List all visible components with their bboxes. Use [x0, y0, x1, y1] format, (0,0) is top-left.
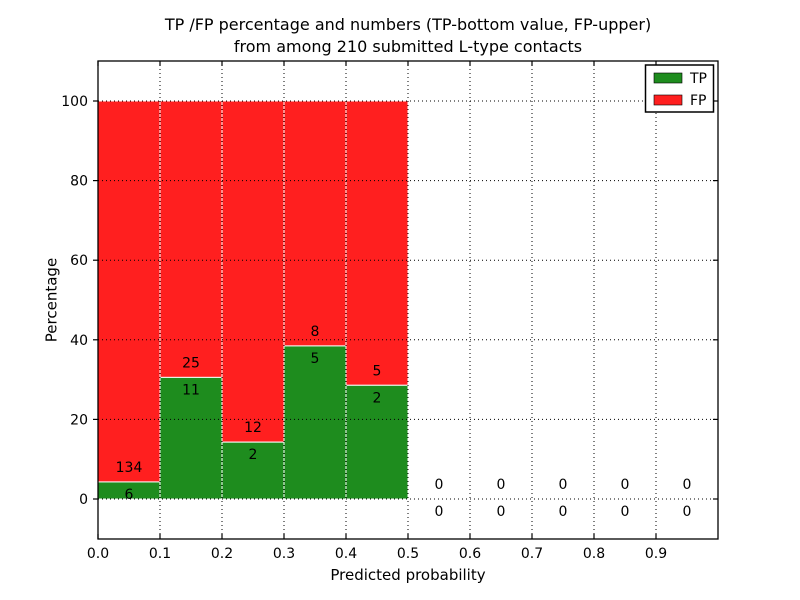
y-axis-label: Percentage: [43, 258, 61, 342]
legend: TP FP: [644, 64, 715, 113]
y-tick-label: 0: [79, 492, 88, 508]
x-tick-label: 0.7: [521, 546, 543, 562]
fp-count-label: 12: [244, 420, 262, 436]
fp-count-label: 8: [311, 324, 320, 340]
bar-value-labels-group: 134 6 25 11 12 2 8 5 5 2 0 0 0 0 0 0 0 0 0 0: [116, 324, 692, 520]
y-tick-label: 60: [70, 253, 88, 269]
grid-group: [98, 61, 718, 539]
legend-swatch-tp: [653, 72, 683, 84]
tp-count-label: 2: [373, 390, 382, 406]
x-tick-label: 0.5: [397, 546, 419, 562]
legend-swatch-fp: [653, 94, 683, 106]
fp-count-label: 0: [497, 477, 506, 493]
tp-count-label: 0: [683, 504, 692, 520]
chart-title-line1: TP /FP percentage and numbers (TP-bottom…: [164, 15, 651, 34]
x-tick-label: 0.2: [211, 546, 233, 562]
fp-count-label: 0: [559, 477, 568, 493]
bar-fp-segment: [97, 100, 161, 483]
bar-fp-segment: [221, 100, 285, 443]
y-tick-label: 100: [61, 94, 88, 110]
chart-title-line2: from among 210 submitted L-type contacts: [234, 37, 582, 56]
bar-fp-segment: [345, 100, 409, 386]
bar-tp-segment: [159, 376, 223, 500]
x-tick-label: 0.9: [645, 546, 667, 562]
tp-count-label: 11: [182, 382, 200, 398]
bar-tp-segment: [221, 441, 285, 500]
fp-count-label: 0: [621, 477, 630, 493]
fp-count-label: 0: [683, 477, 692, 493]
bars-group: [97, 100, 409, 500]
plot-area: 0.0 0.1 0.2 0.3 0.4 0.5 0.6 0.7 0.8 0.90204060801…: [61, 60, 719, 562]
tp-count-label: 6: [125, 487, 134, 503]
x-tick-label: 0.8: [583, 546, 605, 562]
legend-label-fp: FP: [690, 93, 707, 109]
x-tick-label: 0.0: [87, 546, 109, 562]
y-tick-label: 40: [70, 333, 88, 349]
x-tick-label: 0.1: [149, 546, 171, 562]
tp-count-label: 5: [311, 351, 320, 367]
tp-count-label: 0: [497, 504, 506, 520]
y-tick-label: 80: [70, 174, 88, 190]
plot-border: [97, 60, 719, 540]
tp-count-label: 2: [249, 447, 258, 463]
fp-count-label: 25: [182, 355, 200, 371]
bar-fp-segment: [159, 100, 223, 378]
bar-fp-segment: [283, 100, 347, 347]
legend-label-tp: TP: [689, 71, 707, 87]
x-axis-label: Predicted probability: [330, 566, 485, 584]
x-tick-label: 0.4: [335, 546, 357, 562]
x-tick-label: 0.6: [459, 546, 481, 562]
tp-count-label: 0: [559, 504, 568, 520]
tp-count-label: 0: [621, 504, 630, 520]
x-tick-label: 0.3: [273, 546, 295, 562]
fp-count-label: 5: [373, 363, 382, 379]
y-tick-label: 20: [70, 412, 88, 428]
fp-count-label: 134: [116, 460, 143, 476]
tick-labels-group: 0.0 0.1 0.2 0.3 0.4 0.5 0.6 0.7 0.8 0.90204060801…: [61, 94, 667, 562]
fp-count-label: 0: [435, 477, 444, 493]
tp-count-label: 0: [435, 504, 444, 520]
bar-tp-segment: [345, 384, 409, 500]
bar-tp-segment: [283, 345, 347, 500]
